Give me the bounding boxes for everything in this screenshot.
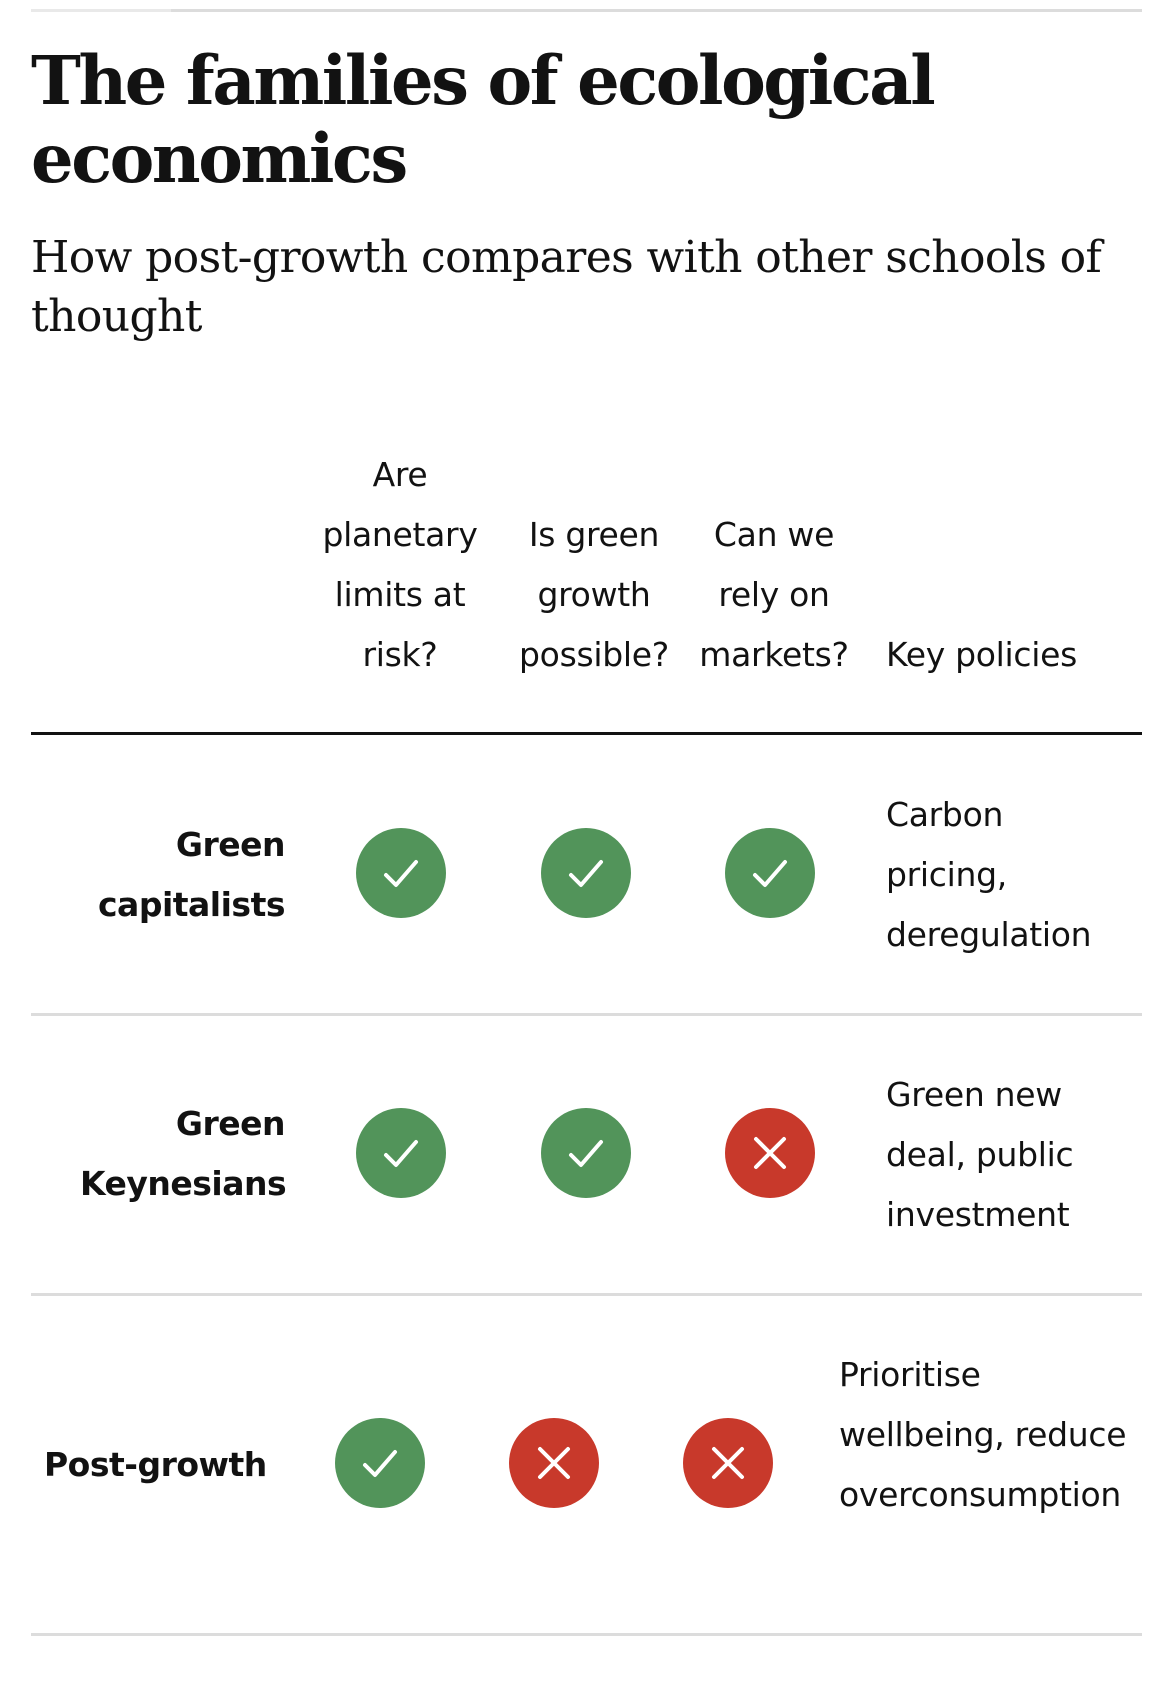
chart-subtitle: How post-growth compares with other scho… (31, 232, 1102, 342)
mark-post-growth-green-growth (509, 1418, 599, 1508)
cross-stroke (538, 1447, 570, 1479)
row-label-green-keynesians: Green Keynesians (80, 1104, 287, 1203)
column-header-planetary-limits: Are planetary limits at risk? (322, 455, 478, 674)
check-stroke (569, 860, 603, 887)
check-circle (335, 1418, 425, 1508)
check-icon (335, 1418, 425, 1508)
cross-icon (509, 1418, 599, 1508)
cross-stroke (754, 1137, 786, 1169)
cross-icon (725, 1108, 815, 1198)
check-circle (356, 828, 446, 918)
mark-green-capitalists-green-growth (541, 828, 631, 918)
mark-green-keynesians-markets (725, 1108, 815, 1198)
mark-green-keynesians-green-growth (541, 1108, 631, 1198)
check-circle (541, 1108, 631, 1198)
header-divider (31, 732, 1142, 735)
check-icon (356, 828, 446, 918)
row-label-post-growth: Post-growth (44, 1445, 267, 1484)
cross-stroke (712, 1447, 744, 1479)
top-rule-accent (31, 9, 171, 12)
check-icon (541, 828, 631, 918)
column-header-green-growth: Is green growth possible? (519, 515, 669, 674)
mark-green-capitalists-planetary-limits (356, 828, 446, 918)
policy-post-growth: Prioritise wellbeing, reduce overconsump… (839, 1355, 1127, 1514)
check-circle (541, 828, 631, 918)
top-rule (31, 9, 1142, 12)
check-stroke (384, 1140, 418, 1167)
check-stroke (363, 1450, 397, 1477)
row-divider-3 (31, 1633, 1142, 1636)
mark-green-capitalists-markets (725, 828, 815, 918)
row-label-green-capitalists: Green capitalists (98, 825, 286, 924)
check-stroke (753, 860, 787, 887)
chart-title: The families of ecological economics (31, 41, 936, 198)
cross-icon (683, 1418, 773, 1508)
column-header-markets: Can we rely on markets? (699, 515, 849, 674)
mark-post-growth-planetary-limits (335, 1418, 425, 1508)
policy-green-keynesians: Green new deal, public investment (886, 1075, 1074, 1234)
check-circle (356, 1108, 446, 1198)
row-divider-2 (31, 1293, 1142, 1296)
check-icon (725, 828, 815, 918)
mark-green-keynesians-planetary-limits (356, 1108, 446, 1198)
check-stroke (569, 1140, 603, 1167)
column-header-key-policies: Key policies (886, 635, 1078, 674)
row-divider-1 (31, 1013, 1142, 1016)
mark-post-growth-markets (683, 1418, 773, 1508)
policy-green-capitalists: Carbon pricing, deregulation (886, 795, 1092, 954)
check-icon (356, 1108, 446, 1198)
check-stroke (384, 860, 418, 887)
check-circle (725, 828, 815, 918)
check-icon (541, 1108, 631, 1198)
